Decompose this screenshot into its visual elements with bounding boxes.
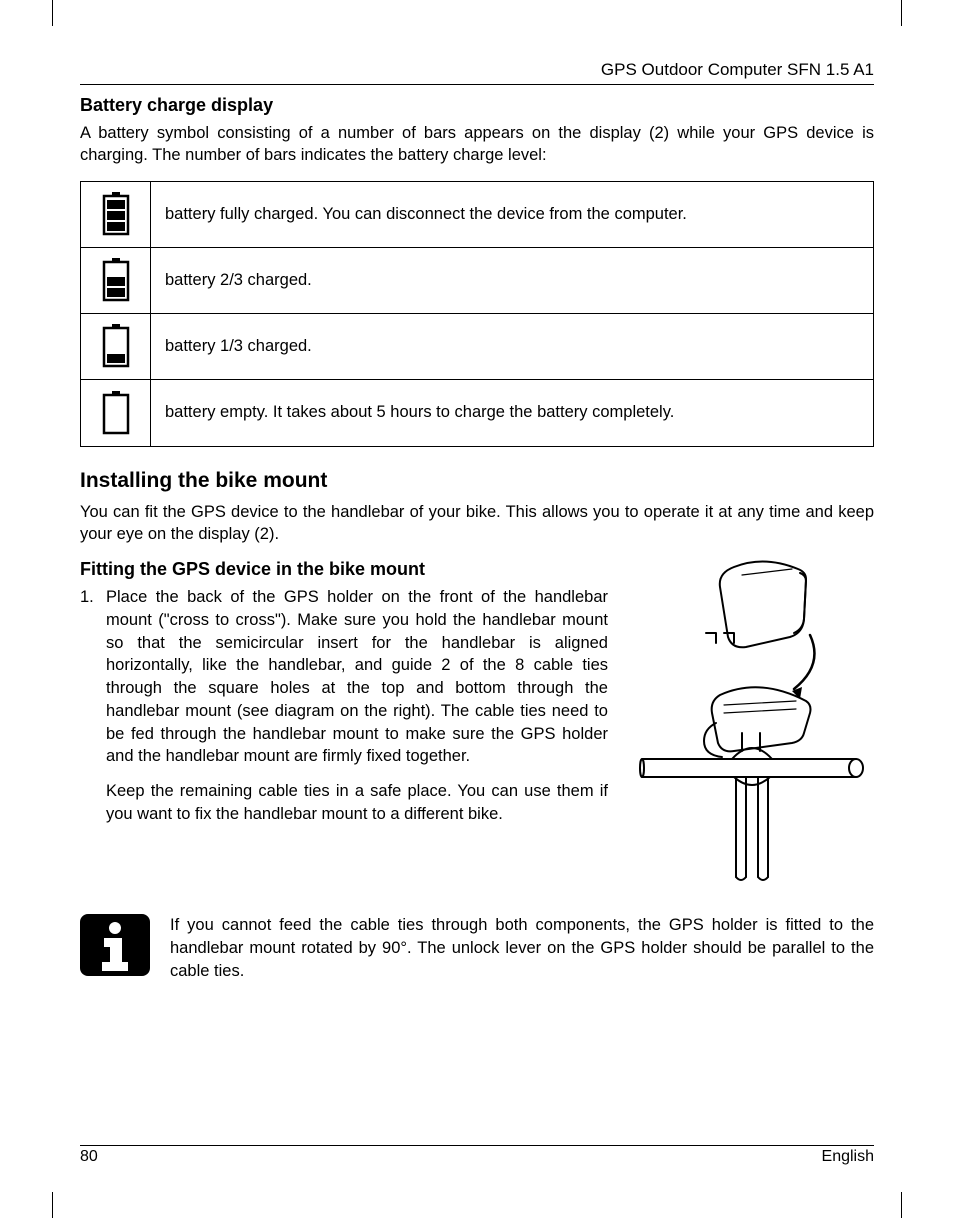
page-footer: 80 English — [80, 1145, 874, 1166]
battery-table: battery fully charged. You can disconnec… — [80, 181, 874, 447]
mount-diagram — [624, 555, 874, 890]
step-tail: Keep the remaining cable ties in a safe … — [106, 780, 608, 826]
info-text: If you cannot feed the cable ties throug… — [170, 914, 874, 982]
table-row: battery fully charged. You can disconnec… — [81, 182, 873, 248]
table-row: battery 2/3 charged. — [81, 248, 873, 314]
info-icon — [80, 914, 150, 981]
battery-two-thirds-icon — [81, 248, 151, 313]
subsection-title-fitting: Fitting the GPS device in the bike mount — [80, 559, 608, 580]
battery-full-icon — [81, 182, 151, 247]
section-title-mount: Installing the bike mount — [80, 469, 874, 493]
battery-one-third-icon — [81, 314, 151, 379]
battery-two-thirds-text: battery 2/3 charged. — [151, 261, 873, 300]
table-row: battery 1/3 charged. — [81, 314, 873, 380]
section-title-battery: Battery charge display — [80, 95, 874, 116]
battery-empty-icon — [81, 380, 151, 446]
mount-intro: You can fit the GPS device to the handle… — [80, 501, 874, 546]
page-language: English — [822, 1148, 874, 1166]
battery-full-text: battery fully charged. You can disconnec… — [151, 195, 873, 234]
page-number: 80 — [80, 1148, 98, 1166]
step-body: Place the back of the GPS holder on the … — [106, 586, 608, 768]
info-note: If you cannot feed the cable ties throug… — [80, 914, 874, 982]
running-header: GPS Outdoor Computer SFN 1.5 A1 — [80, 60, 874, 85]
battery-one-third-text: battery 1/3 charged. — [151, 327, 873, 366]
step-number: 1. — [80, 586, 106, 768]
table-row: battery empty. It takes about 5 hours to… — [81, 380, 873, 446]
battery-empty-text: battery empty. It takes about 5 hours to… — [151, 393, 873, 432]
battery-intro: A battery symbol consisting of a number … — [80, 122, 874, 167]
list-item: 1. Place the back of the GPS holder on t… — [80, 586, 608, 768]
